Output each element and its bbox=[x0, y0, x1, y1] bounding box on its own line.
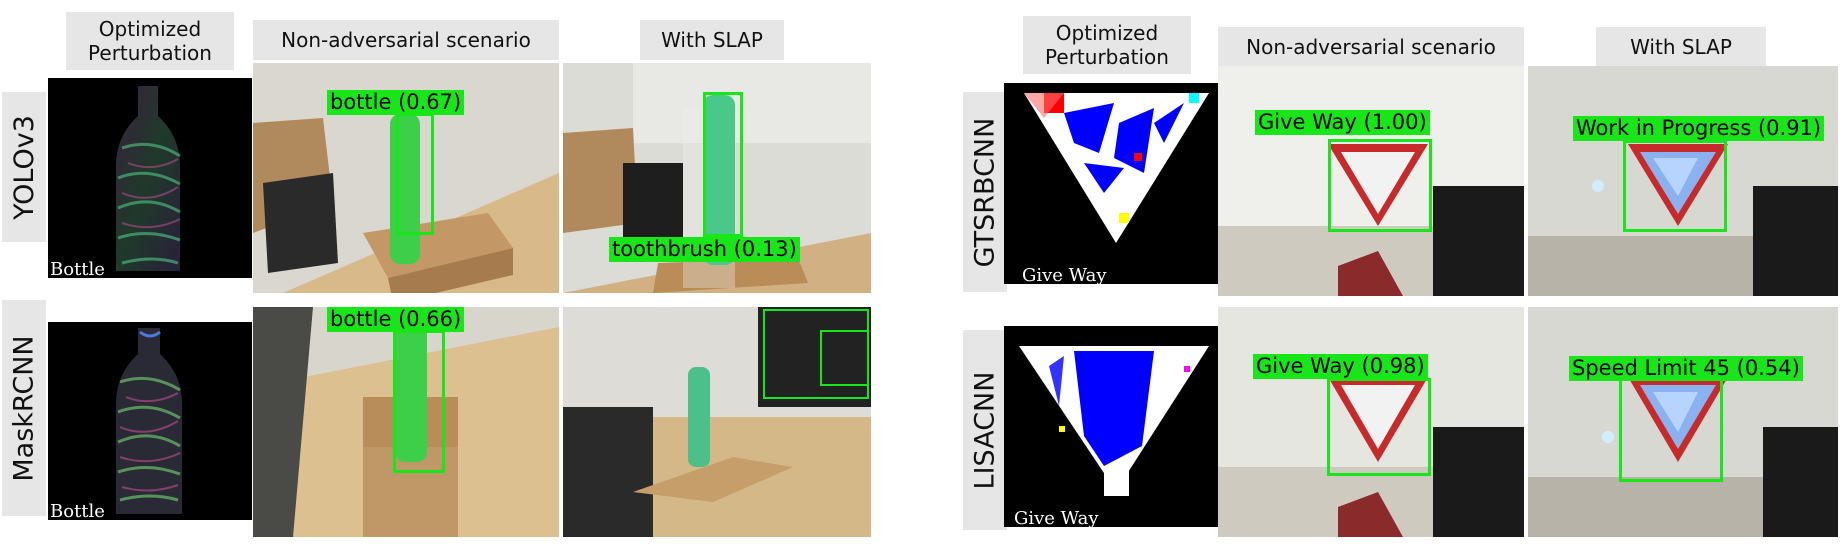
detection-box bbox=[1623, 140, 1727, 232]
detection-box bbox=[393, 330, 445, 473]
detection-label: Speed Limit 45 (0.54) bbox=[1569, 356, 1803, 381]
perturbation-caption: Bottle bbox=[50, 501, 105, 520]
detection-label: toothbrush (0.13) bbox=[609, 237, 800, 262]
header-optimized-perturbation: Optimized Perturbation bbox=[1023, 16, 1191, 74]
perturbation-caption: Give Way bbox=[1014, 508, 1099, 527]
detection-box bbox=[820, 330, 869, 386]
detection-box bbox=[396, 113, 434, 235]
detection-label: bottle (0.66) bbox=[327, 307, 465, 332]
photo-non-adversarial-lisa bbox=[1218, 307, 1524, 537]
header-non-adversarial: Non-adversarial scenario bbox=[1218, 27, 1524, 67]
detection-label: Give Way (0.98) bbox=[1253, 354, 1428, 379]
row-label-lisacnn: LISACNN bbox=[963, 330, 1007, 530]
perturbation-caption: Bottle bbox=[50, 259, 105, 278]
perturbation-image-bottle-yolo: Bottle bbox=[48, 78, 252, 278]
detection-box bbox=[1327, 378, 1431, 476]
detection-box bbox=[703, 92, 743, 237]
row-label-yolov3: YOLOv3 bbox=[2, 92, 46, 242]
perturbation-caption: Give Way bbox=[1022, 265, 1107, 284]
photo-with-slap-lisa bbox=[1528, 307, 1838, 537]
detection-label: Work in Progress (0.91) bbox=[1573, 116, 1825, 141]
photo-with-slap-maskrcnn bbox=[563, 307, 871, 537]
detection-label: bottle (0.67) bbox=[327, 90, 465, 115]
header-with-slap: With SLAP bbox=[640, 20, 784, 60]
perturbation-image-bottle-maskrcnn: Bottle bbox=[48, 322, 252, 520]
detection-box bbox=[1328, 139, 1432, 232]
perturbation-image-giveway-gtsrb: Give Way bbox=[1004, 83, 1218, 284]
perturbation-image-giveway-lisa: Give Way bbox=[1004, 326, 1218, 527]
header-with-slap: With SLAP bbox=[1596, 27, 1766, 67]
header-optimized-perturbation: Optimized Perturbation bbox=[66, 12, 234, 70]
photo-with-slap-gtsrb bbox=[1528, 66, 1838, 296]
row-label-gtsrbcnn: GTSRBCNN bbox=[963, 92, 1007, 292]
detection-label: Give Way (1.00) bbox=[1255, 110, 1430, 135]
header-non-adversarial: Non-adversarial scenario bbox=[253, 20, 559, 60]
photo-non-adversarial-gtsrb bbox=[1218, 66, 1524, 296]
detection-box bbox=[1619, 378, 1723, 482]
photo-non-adversarial-maskrcnn bbox=[253, 307, 559, 537]
row-label-maskrcnn: MaskRCNN bbox=[2, 300, 46, 516]
